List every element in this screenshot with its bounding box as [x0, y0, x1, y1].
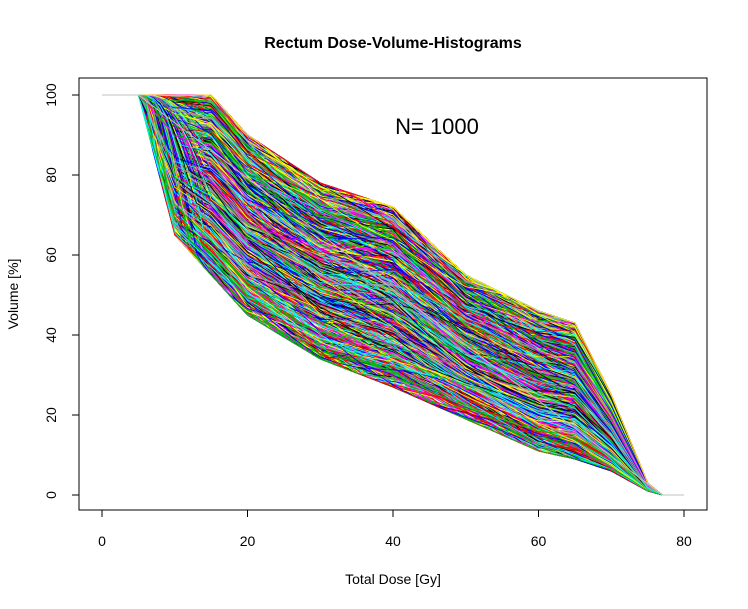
sample-count-annotation: N= 1000	[395, 114, 479, 139]
dvh-curve	[138, 94, 663, 496]
dvh-curve	[138, 94, 663, 496]
x-tick-label: 40	[385, 533, 401, 549]
dvh-curve	[138, 94, 663, 496]
dvh-curve	[138, 94, 663, 496]
dvh-curve	[138, 94, 663, 496]
dvh-curve	[138, 94, 663, 496]
dvh-curve	[138, 94, 663, 496]
y-tick-label: 60	[43, 247, 59, 263]
dvh-curve	[138, 94, 663, 496]
y-axis: 0 20 40 60 80 100	[43, 83, 80, 499]
x-axis-title: Total Dose [Gy]	[345, 571, 441, 587]
dvh-curve	[138, 94, 663, 496]
dvh-curve	[138, 94, 663, 496]
y-tick-label: 0	[43, 491, 59, 499]
dvh-curve	[138, 94, 663, 496]
dvh-curve	[138, 94, 663, 496]
dvh-curve	[138, 94, 663, 496]
dvh-curve	[138, 94, 663, 496]
y-tick-label: 80	[43, 167, 59, 183]
dvh-curve	[138, 94, 663, 496]
dvh-curve	[138, 94, 663, 496]
dvh-curve	[138, 94, 663, 496]
chart-title: Rectum Dose-Volume-Histograms	[264, 35, 522, 52]
y-tick-label: 40	[43, 327, 59, 343]
dvh-curve	[138, 94, 663, 496]
x-tick-label: 20	[240, 533, 256, 549]
dvh-curve	[138, 94, 663, 496]
dvh-curve	[138, 94, 663, 496]
dvh-curve	[138, 94, 663, 496]
x-tick-label: 80	[676, 533, 692, 549]
reference-line	[102, 94, 684, 496]
dvh-curve	[138, 94, 663, 496]
y-axis-title: Volume [%]	[5, 259, 21, 330]
x-tick-label: 60	[531, 533, 547, 549]
dvh-curve	[138, 94, 663, 496]
dvh-curve	[138, 94, 663, 496]
dvh-curve	[138, 94, 663, 496]
dvh-curve	[138, 94, 663, 496]
dvh-curve	[138, 94, 663, 496]
dvh-curve	[138, 94, 663, 496]
y-tick-label: 20	[43, 407, 59, 423]
y-tick-label: 100	[43, 83, 59, 107]
dvh-curve	[138, 94, 663, 496]
dvh-curve	[138, 94, 663, 496]
dvh-curve	[138, 94, 663, 496]
dvh-curve	[138, 94, 663, 496]
dvh-curve	[138, 94, 663, 496]
dvh-curve	[138, 94, 663, 496]
dvh-curve	[138, 94, 663, 496]
dvh-curve	[138, 94, 663, 496]
dvh-curve	[138, 94, 663, 496]
dvh-curve	[138, 94, 663, 496]
x-tick-label: 0	[98, 533, 106, 549]
reference-line-group	[102, 94, 684, 496]
dvh-curve	[138, 94, 663, 496]
dvh-curve	[138, 94, 663, 496]
dvh-curve	[138, 94, 663, 496]
dvh-curve	[138, 94, 663, 496]
dvh-curves	[138, 94, 663, 496]
dvh-curve	[138, 94, 663, 496]
x-axis: 0 20 40 60 80	[98, 509, 692, 549]
